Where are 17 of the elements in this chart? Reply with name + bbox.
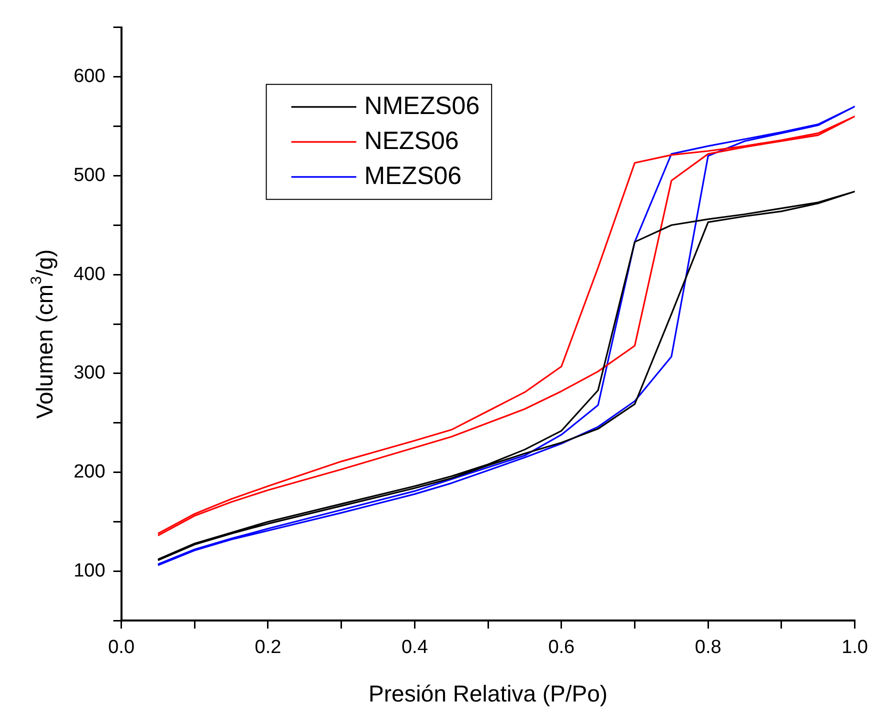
y-tick-label: 300 — [74, 362, 106, 384]
x-tick-label: 0.0 — [108, 637, 135, 658]
x-tick-label: 1.0 — [842, 637, 868, 658]
legend-label: NEZS06 — [364, 126, 459, 155]
legend-label: MEZS06 — [364, 162, 462, 190]
x-tick-label: 0.4 — [401, 637, 428, 658]
x-tick-label: 0.8 — [694, 637, 722, 658]
x-axis-title: Presión Relativa (P/Po) — [368, 680, 608, 707]
y-tick-label: 100 — [74, 560, 106, 582]
y-tick-label: 500 — [74, 164, 106, 186]
legend-label: NMEZS06 — [364, 92, 480, 120]
x-tick-label: 0.2 — [254, 637, 282, 658]
y-tick-label: 400 — [74, 264, 106, 285]
y-axis-title: Volumen (cm3/g) — [28, 249, 58, 419]
y-tick-label: 200 — [74, 462, 106, 483]
y-tick-label: 600 — [74, 66, 106, 88]
x-tick-label: 0.6 — [548, 637, 575, 658]
